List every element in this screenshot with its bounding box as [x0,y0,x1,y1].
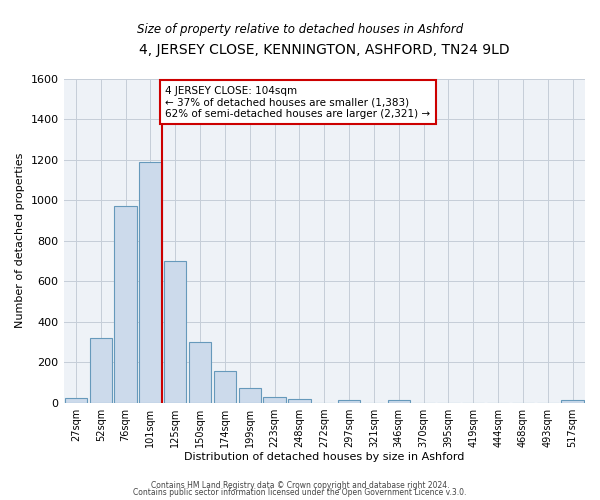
Bar [288,398,311,402]
Bar [239,388,261,402]
Text: Size of property relative to detached houses in Ashford: Size of property relative to detached ho… [137,22,463,36]
Y-axis label: Number of detached properties: Number of detached properties [15,153,25,328]
Bar [164,261,187,402]
Text: 4 JERSEY CLOSE: 104sqm
← 37% of detached houses are smaller (1,383)
62% of semi-: 4 JERSEY CLOSE: 104sqm ← 37% of detached… [166,86,430,119]
Bar [263,397,286,402]
Bar [338,400,360,402]
Bar [89,338,112,402]
X-axis label: Distribution of detached houses by size in Ashford: Distribution of detached houses by size … [184,452,464,462]
Bar [214,371,236,402]
Bar [139,162,161,402]
Text: Contains HM Land Registry data © Crown copyright and database right 2024.: Contains HM Land Registry data © Crown c… [151,480,449,490]
Bar [115,206,137,402]
Bar [189,342,211,402]
Bar [388,400,410,402]
Title: 4, JERSEY CLOSE, KENNINGTON, ASHFORD, TN24 9LD: 4, JERSEY CLOSE, KENNINGTON, ASHFORD, TN… [139,42,509,56]
Text: Contains public sector information licensed under the Open Government Licence v.: Contains public sector information licen… [133,488,467,497]
Bar [65,398,87,402]
Bar [562,400,584,402]
